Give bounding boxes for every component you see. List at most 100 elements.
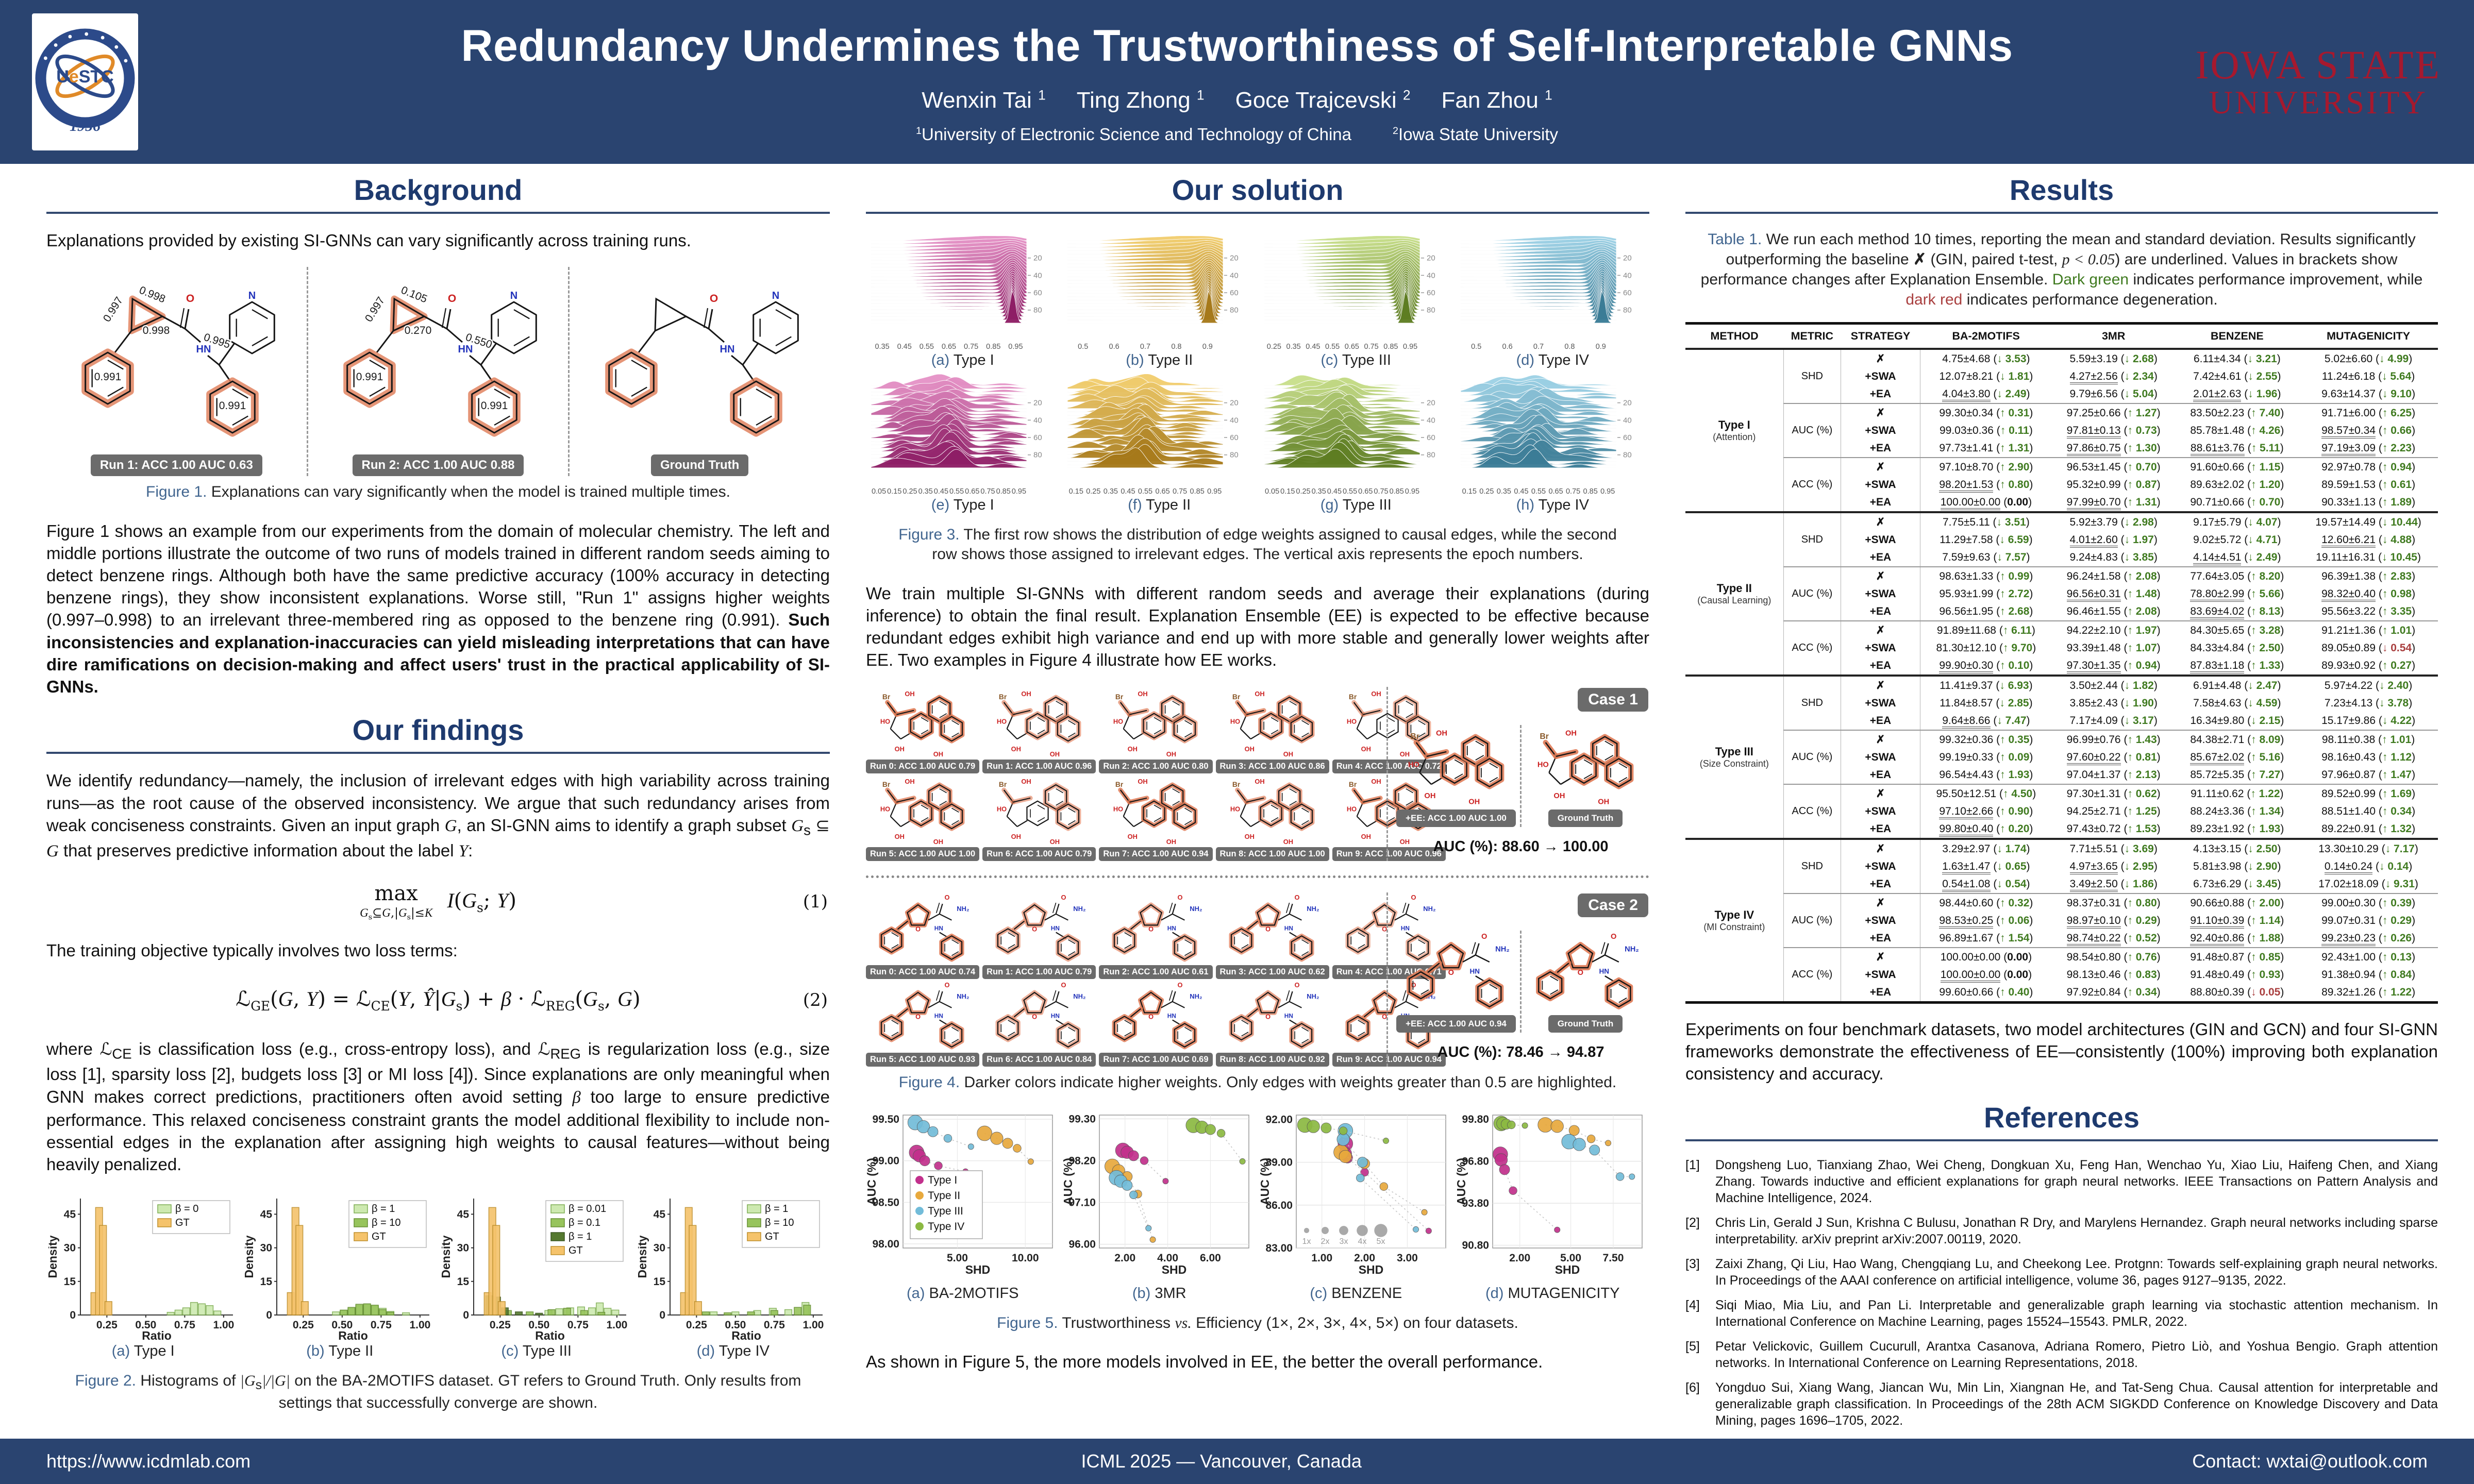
value-cell: 97.43±0.72 (↑ 1.53) — [2066, 823, 2161, 835]
subfigure-caption: (d) Type IV — [696, 1342, 770, 1359]
strategy-cell: ✗ — [1841, 348, 1920, 368]
svg-text:Br: Br — [1349, 693, 1357, 701]
run-label: Run 1: ACC 1.00 AUC 0.63 — [90, 454, 262, 477]
value-cell: 97.04±1.37 (↑ 2.13) — [2066, 769, 2161, 781]
molecule-figure: O O NH₂ HN — [1535, 932, 1639, 1009]
svg-text:OH: OH — [1050, 837, 1060, 845]
molecule-figure: Br HO OH OH OH — [997, 690, 1081, 757]
svg-text:OH: OH — [1022, 690, 1031, 698]
ridgeline-chart: 20 40 60 80 0.05 0.15 0.25 0.35 0.45 0.55 0.65 0.75… — [871, 374, 1042, 496]
svg-text:GT: GT — [569, 1245, 583, 1256]
table-row: +EA 97.73±1.41 (↑ 1.31) 97.86±0.75 (↑ 1.30… — [1685, 440, 2438, 458]
svg-text:2x: 2x — [1320, 1237, 1329, 1246]
strategy-cell: +SWA — [1841, 422, 1920, 440]
isu-logo: IOWA STATE UNIVERSITY — [2195, 44, 2441, 119]
value-cell: 16.34±9.80 (↓ 2.15) — [2190, 715, 2284, 727]
figure-5: 98.00 98.50 99.00 99.50 5.00 10.00 SHD AUC (%) T… — [866, 1110, 1649, 1307]
section-rule — [46, 212, 830, 214]
table-row: ACC (%) ✗ 95.50±12.51 (↑ 4.50) 97.30±1.31 (… — [1685, 784, 2438, 839]
run-cell: Br HO OH OH OH Run 3: ACC 1.00 AUC 0.86 — [1215, 687, 1329, 773]
findings-paragraph-4: The suboptimality of β is further illust… — [46, 1430, 830, 1433]
strategy-cell: +EA — [1841, 494, 1920, 512]
svg-text:0.35: 0.35 — [875, 343, 889, 351]
figure-1-panel: O HN N 0.997 0.998 0.998 0.991 0.995 0.991 Run 1:… — [46, 267, 307, 477]
value-cell: 92.43±1.00 (↑ 0.13) — [2299, 947, 2438, 966]
run-label: Run 0: ACC 1.00 AUC 0.74 — [866, 965, 980, 979]
subfigure-caption: (a) Type I — [931, 352, 994, 368]
ground-truth-label: Ground Truth — [1548, 809, 1623, 827]
svg-text:Br: Br — [1115, 693, 1124, 701]
histogram-chart: 0 15 30 45 0.25 0.50 0.75 1.00 Ratio Density β = 1… — [245, 1198, 431, 1342]
svg-text:O: O — [1061, 893, 1066, 901]
svg-text:3.00: 3.00 — [1397, 1252, 1418, 1264]
strategy-cell: +EA — [1841, 766, 1920, 784]
table-header: MUTAGENICITY — [2299, 322, 2438, 349]
strategy-cell: +SWA — [1841, 695, 1920, 712]
value-cell: 99.90±0.30 (↑ 0.10) — [1920, 657, 2051, 676]
svg-text:30: 30 — [260, 1242, 272, 1254]
value-cell: 9.63±14.37 (↓ 9.10) — [2321, 388, 2416, 400]
svg-text:0.997: 0.997 — [363, 295, 387, 324]
run-cell: O O NH₂ HN Run 8: ACC 1.00 AUC 0.92 — [1215, 980, 1329, 1067]
strategy-cell: +EA — [1841, 820, 1920, 839]
value-cell: 84.33±4.84 (↑ 2.50) — [2190, 642, 2284, 654]
strategy-cell: +SWA — [1841, 639, 1920, 657]
svg-text:O: O — [1178, 893, 1183, 901]
svg-text:HO: HO — [1537, 761, 1548, 769]
run-label: Run 6: ACC 1.00 AUC 0.84 — [982, 1052, 1096, 1067]
value-cell: 98.13±0.46 (↑ 0.83) — [2066, 969, 2161, 981]
findings-paragraph-1: We identify redundancy—namely, the inclu… — [46, 771, 830, 861]
ee-label: +EE: ACC 1.00 AUC 1.00 — [1396, 809, 1516, 827]
svg-text:0.75: 0.75 — [1566, 487, 1580, 496]
svg-text:1.00: 1.00 — [1311, 1252, 1332, 1264]
value-cell: 5.81±3.98 (↓ 2.90) — [2193, 861, 2281, 872]
ridgeline-chart: 20 40 60 80 0.05 0.15 0.25 0.35 0.45 0.55 0.65 0.75… — [1264, 375, 1435, 496]
svg-text:SHD: SHD — [1162, 1263, 1187, 1276]
svg-text:0.9: 0.9 — [1202, 343, 1213, 351]
run-label: Run 5: ACC 1.00 AUC 1.00 — [866, 847, 980, 861]
value-cell: 89.22±0.91 (↑ 1.32) — [2321, 823, 2416, 835]
subfigure-caption: (d) MUTAGENICITY — [1485, 1285, 1620, 1302]
svg-text:0.25: 0.25 — [1267, 343, 1281, 351]
value-cell: 94.22±2.10 (↑ 1.97) — [2051, 620, 2176, 639]
svg-text:45: 45 — [63, 1208, 76, 1220]
subfigure-caption: (c) Type III — [1320, 352, 1391, 368]
run-label: Run 9: ACC 1.00 AUC 0.94 — [1332, 1052, 1446, 1067]
svg-text:5.00: 5.00 — [1560, 1252, 1581, 1264]
value-cell: 99.07±0.31 (↑ 0.29) — [2321, 915, 2416, 926]
table-row: Type I (Attention) SHD ✗ 4.75±4.68 (↓ 3.53) 5… — [1685, 348, 2438, 512]
svg-text:0: 0 — [463, 1309, 469, 1321]
background-heading: Background — [354, 174, 523, 206]
value-cell: 12.60±6.21 (↓ 4.88) — [2299, 531, 2438, 549]
strategy-cell: ✗ — [1841, 838, 1920, 858]
subfigure-caption: (h) Type IV — [1516, 497, 1589, 513]
strategy-cell: +EA — [1841, 712, 1920, 730]
metric-cell: ACC (%) — [1783, 457, 1842, 512]
svg-text:86.00: 86.00 — [1265, 1200, 1293, 1211]
value-cell: 97.10±2.66 (↑ 0.90) — [1920, 803, 2051, 820]
svg-text:HN: HN — [1051, 924, 1060, 932]
header-center: Redundancy Undermines the Trustworthines… — [361, 0, 2113, 164]
ridgeline-chart: 20 40 60 80 0.15 0.25 0.35 0.45 0.55 0.65 0.75 0.85… — [1460, 375, 1632, 496]
svg-text:HN: HN — [720, 344, 734, 355]
svg-text:0.75: 0.75 — [980, 487, 995, 496]
value-cell: 99.32±0.36 (↑ 0.35) — [1920, 730, 2052, 749]
svg-text:Density: Density — [442, 1235, 453, 1278]
value-cell: 1.63±1.47 (↓ 0.65) — [1920, 858, 2051, 875]
table-row: ACC (%) ✗ 97.10±8.70 (↑ 2.90) 96.53±1.45 (↑… — [1685, 457, 2438, 512]
molecule-figure: Br HO OH OH OH — [1408, 729, 1504, 806]
strategy-cell: +EA — [1841, 875, 1920, 893]
strategy-cell: +SWA — [1841, 858, 1920, 875]
equation-2-number: (2) — [803, 989, 828, 1010]
molecule-figure: O O NH₂ HN — [879, 893, 969, 962]
value-cell: 89.32±1.26 (↑ 1.22) — [2321, 986, 2416, 998]
table-row: +EA 99.80±0.40 (↑ 0.20) 97.43±0.72 (↑ 1.53… — [1685, 820, 2438, 839]
svg-text:O: O — [1411, 981, 1416, 989]
table-1-caption: Table 1. We run each method 10 times, re… — [1700, 231, 2423, 308]
strategy-cell: +SWA — [1841, 531, 1920, 549]
value-cell: 83.69±4.02 (↑ 8.13) — [2176, 603, 2299, 621]
svg-text:OH: OH — [1244, 745, 1254, 753]
value-cell: 96.46±1.55 (↑ 2.08) — [2066, 605, 2161, 617]
strategy-cell: +SWA — [1841, 912, 1920, 930]
